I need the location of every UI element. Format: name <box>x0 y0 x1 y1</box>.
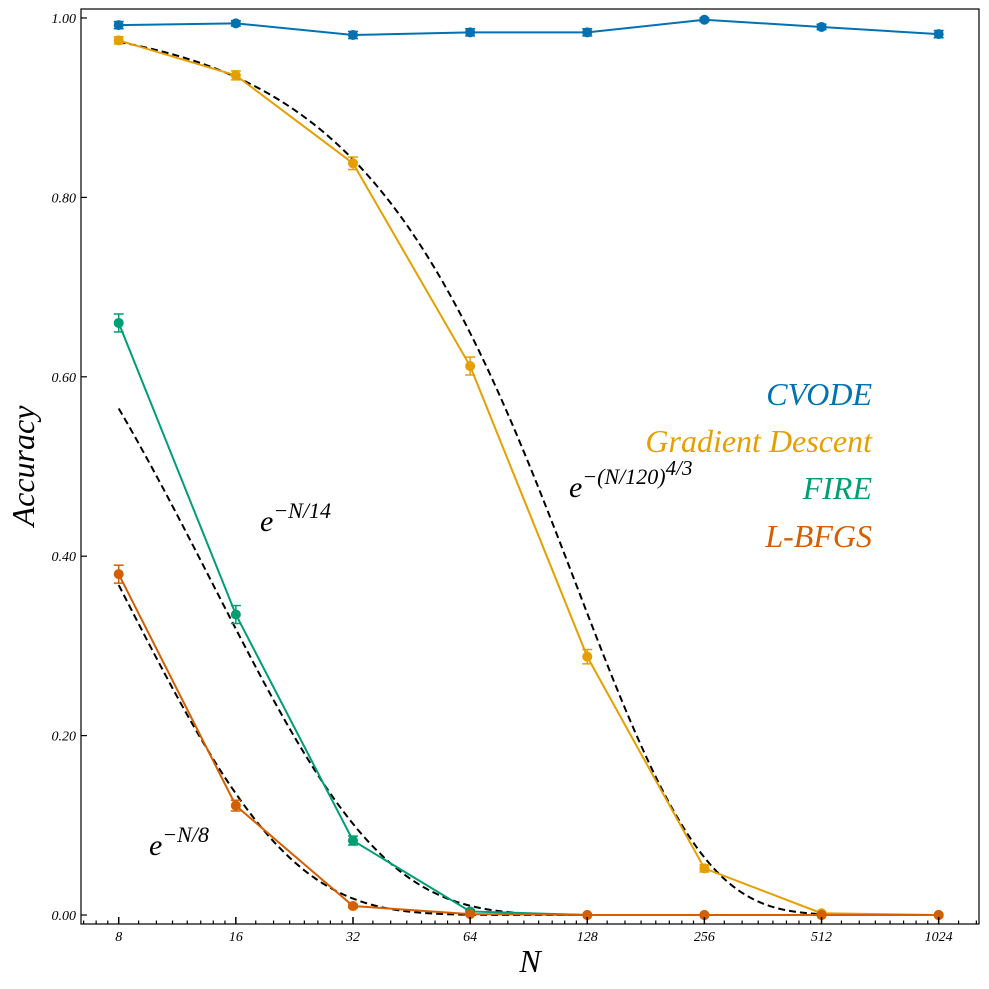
data-point <box>816 21 827 32</box>
fit-curve-3 <box>117 584 588 917</box>
data-point <box>347 158 358 169</box>
series-line-gradient-descent <box>118 39 939 917</box>
fit-annotation-exp-14: e−N/14 <box>260 498 331 538</box>
legend-label-cvode: CVODE <box>766 376 872 412</box>
legend: CVODE Gradient Descent FIRE L-BFGS <box>645 376 873 554</box>
y-tick-label: 0.80 <box>52 191 77 206</box>
x-tick-label: 256 <box>694 930 715 945</box>
data-point <box>582 651 593 662</box>
data-point <box>933 910 944 921</box>
data-point <box>230 70 241 81</box>
legend-label-l-bfgs: L-BFGS <box>764 518 872 554</box>
series-line-l-bfgs <box>117 573 939 917</box>
y-tick-label: 0.00 <box>52 909 77 924</box>
data-point <box>465 361 476 372</box>
fit-curve-1 <box>118 40 939 917</box>
y-axis-title: Accuracy <box>5 405 41 529</box>
data-point <box>347 835 358 846</box>
data-point <box>347 30 358 41</box>
x-tick-label: 64 <box>463 930 477 945</box>
axis-ticks: 0.00 0.20 0.40 0.60 0.80 1.00 8 16 32 64 128 256 512… <box>52 12 977 945</box>
x-tick-label: 512 <box>811 930 832 945</box>
data-point <box>230 800 241 811</box>
data-point <box>699 863 710 874</box>
data-point <box>465 27 476 38</box>
y-tick-label: 0.40 <box>52 550 77 565</box>
series-layer <box>113 14 944 921</box>
x-tick-label: 1024 <box>925 930 953 945</box>
data-point <box>699 14 710 25</box>
data-point <box>113 569 124 580</box>
y-tick-label: 0.20 <box>52 730 77 745</box>
series-cvode <box>113 14 944 41</box>
x-axis-title: N <box>518 943 542 979</box>
x-tick-label: 32 <box>345 930 360 945</box>
data-point <box>230 609 241 620</box>
legend-label-fire: FIRE <box>802 470 873 506</box>
data-point <box>933 29 944 40</box>
series-line-cvode <box>118 18 939 37</box>
plot-frame <box>80 8 980 925</box>
x-tick-label: 8 <box>115 930 122 945</box>
data-point <box>816 910 827 921</box>
y-tick-label: 0.60 <box>52 371 77 386</box>
data-point <box>230 18 241 29</box>
data-point <box>113 20 124 31</box>
x-tick-label: 16 <box>229 930 243 945</box>
data-point <box>582 910 593 921</box>
x-tick-label: 128 <box>577 930 598 945</box>
data-point <box>347 901 358 912</box>
fit-annotation-stretched-exp: e−(N/120)4/3 <box>569 456 692 504</box>
data-point <box>465 909 476 920</box>
data-point <box>113 317 124 328</box>
y-tick-label: 1.00 <box>52 12 77 27</box>
data-point <box>699 910 710 921</box>
fit-annotation-exp-8: e−N/8 <box>149 822 209 862</box>
data-point <box>113 35 124 46</box>
series-l-bfgs <box>113 564 944 921</box>
data-point <box>582 27 593 38</box>
legend-label-gradient-descent: Gradient Descent <box>645 423 873 459</box>
